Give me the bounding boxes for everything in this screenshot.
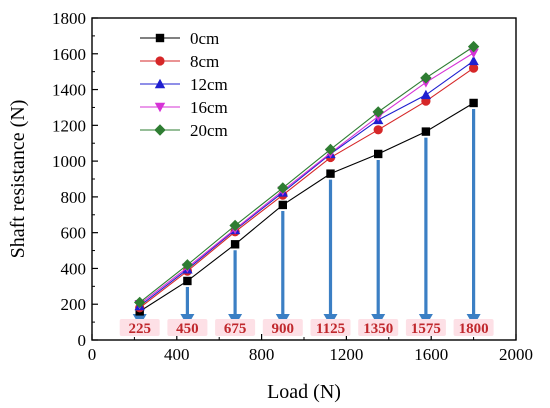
data-point (468, 48, 479, 59)
load-arrows: 225 450 675 900 1125 1350 1575 1800 (119, 108, 494, 337)
load-label-bg (310, 319, 351, 336)
x-tick-label: 1600 (414, 345, 448, 364)
legend-label: 0cm (190, 29, 219, 48)
data-point (326, 169, 335, 178)
legend-marker (154, 124, 166, 136)
data-point (420, 89, 432, 100)
data-point (468, 55, 479, 66)
legend-marker (154, 78, 166, 89)
load-label: 225 (128, 321, 151, 337)
load-label: 1575 (411, 321, 441, 337)
legend-marker (155, 33, 165, 43)
series-20cm (134, 40, 480, 309)
load-label: 900 (272, 321, 295, 337)
load-label-bg (167, 319, 208, 336)
load-label-bg (405, 319, 446, 336)
data-point (229, 219, 241, 232)
series-line (139, 52, 474, 305)
load-label-bg (453, 319, 494, 336)
data-point (324, 143, 337, 156)
y-tick-label: 800 (61, 188, 87, 207)
y-tick-label: 1800 (52, 9, 86, 28)
legend-label: 8cm (190, 52, 219, 71)
series-line (139, 60, 474, 307)
y-tick-label: 600 (61, 224, 87, 243)
data-point (469, 98, 478, 108)
data-point (134, 296, 146, 309)
series-line (139, 67, 474, 309)
series-line (139, 46, 474, 303)
x-tick-label: 1200 (329, 345, 363, 364)
y-tick-label: 400 (61, 259, 87, 278)
series-line (139, 102, 474, 312)
load-label-bg (215, 319, 256, 336)
data-point (467, 40, 480, 53)
legend-marker (154, 102, 166, 113)
data-point (469, 63, 479, 73)
load-label: 450 (176, 321, 199, 337)
x-axis-title: Load (N) (267, 381, 341, 403)
data-point (420, 72, 432, 84)
x-tick-label: 0 (88, 345, 97, 364)
data-point (278, 200, 287, 210)
series-layer (134, 40, 480, 316)
x-tick-label: 800 (249, 345, 275, 364)
legend-label: 20cm (190, 121, 228, 140)
load-label-bg (119, 319, 160, 336)
legend-item: 20cm (140, 121, 228, 140)
load-label-bg (262, 319, 303, 336)
y-axis-title: Shaft resistance (N) (7, 100, 29, 259)
legend-label: 16cm (190, 98, 228, 117)
load-label-bg (358, 319, 399, 336)
data-point (421, 127, 431, 136)
load-label: 1125 (316, 321, 345, 337)
data-point (372, 106, 384, 118)
legend-label: 12cm (190, 75, 228, 94)
y-tick-label: 200 (61, 295, 87, 314)
y-tick-label: 1200 (52, 116, 86, 135)
legend-item: 0cm (140, 29, 219, 48)
y-axis: 0 200 400 600 800 1000 1200 1400 1600 1800 (52, 9, 98, 350)
data-point (230, 240, 240, 249)
load-label: 1350 (363, 321, 393, 337)
y-tick-label: 0 (78, 331, 87, 350)
legend-item: 8cm (140, 52, 219, 71)
x-tick-label: 2000 (499, 345, 533, 364)
x-tick-label: 400 (164, 345, 190, 364)
data-point (374, 149, 383, 159)
load-label: 1800 (459, 321, 489, 337)
y-tick-label: 1000 (52, 152, 86, 171)
data-point (277, 182, 289, 194)
x-axis: 0 400 800 1200 1600 2000 (88, 334, 533, 364)
y-tick-label: 1400 (52, 81, 86, 100)
legend-marker (155, 56, 165, 66)
data-point (181, 259, 194, 271)
y-tick-label: 1600 (52, 45, 86, 64)
data-point (183, 276, 192, 286)
legend-item: 16cm (140, 98, 228, 117)
legend-item: 12cm (140, 75, 228, 94)
legend: 0cm 8cm 12cm 16cm 20cm (140, 29, 228, 140)
data-point (373, 125, 383, 135)
load-label: 675 (224, 321, 247, 337)
